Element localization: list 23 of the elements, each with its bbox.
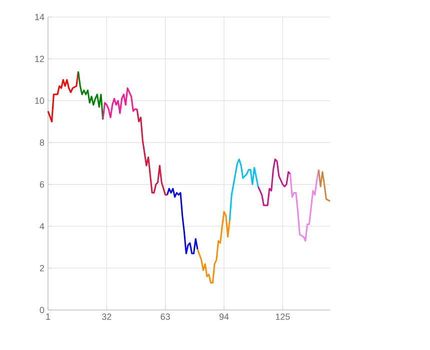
y-tick-label: 4 (40, 223, 44, 230)
line-series (318, 169, 331, 202)
line-series (166, 188, 198, 254)
line-series (47, 70, 80, 122)
x-tick-label: 94 (219, 314, 229, 320)
line-series (290, 169, 320, 242)
line-series (257, 158, 292, 206)
line-series (78, 70, 104, 120)
y-tick-label: 8 (40, 139, 44, 146)
line-series (102, 87, 138, 120)
x-tick-label: 63 (160, 314, 170, 320)
y-tick-label: 2 (40, 265, 44, 272)
y-tick-label: 14 (35, 14, 44, 20)
x-tick-label: 1 (46, 314, 50, 320)
x-tick-label: 32 (102, 314, 112, 320)
x-tick-label: 125 (276, 314, 290, 320)
line-series (228, 158, 259, 221)
y-tick-label: 10 (35, 98, 44, 104)
line-series (196, 210, 230, 284)
y-tick-label: 12 (35, 56, 44, 62)
line-series (136, 108, 168, 196)
y-tick-label: 6 (40, 181, 44, 188)
y-tick-label: 0 (40, 306, 44, 314)
